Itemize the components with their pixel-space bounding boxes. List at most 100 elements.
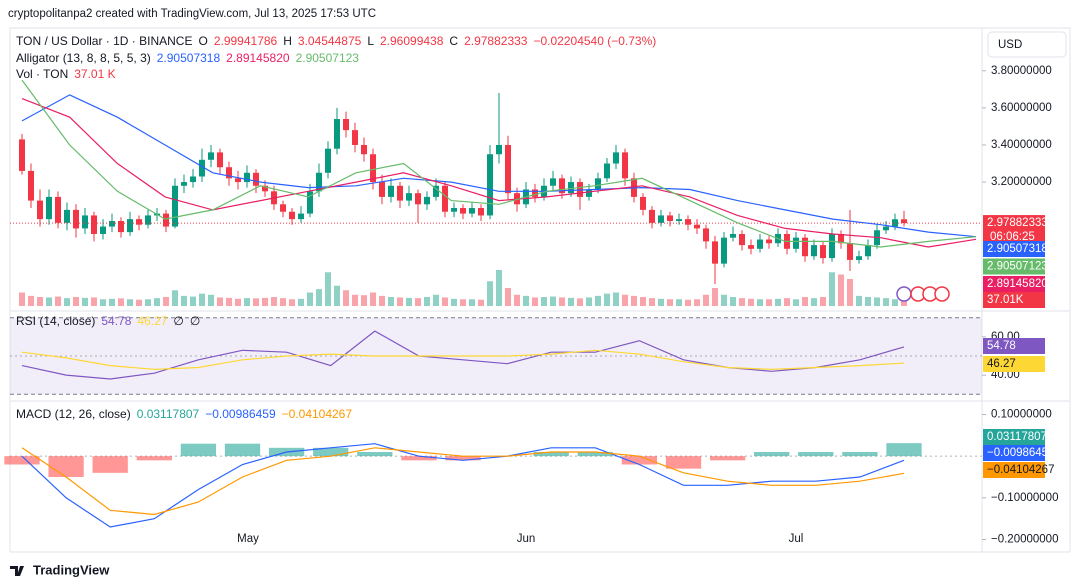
candle-body [298,213,304,220]
volume-bar [136,299,142,306]
legend-text: MACD (12, 26, close) [16,407,131,421]
candle-body [136,219,142,225]
currency-button[interactable] [987,31,1067,58]
volume-bar [190,296,196,306]
candle-body [748,245,754,249]
volume-bar [892,299,898,306]
volume-bar [325,272,331,306]
volume-bar [379,295,385,306]
candle-body [802,237,808,257]
volume-bar [757,299,763,306]
candle-body [622,152,628,179]
candle-body [694,224,700,229]
volume-bar [253,298,259,306]
volume-bar [703,294,709,306]
candle-body [190,176,196,183]
histogram-bar [842,452,878,457]
volume-bar [343,290,349,306]
alligator-badge: 2.89145820 [987,278,1048,290]
volume-bar [397,297,403,306]
volume-bar [478,299,484,306]
candle-body [658,215,664,223]
candle-body [532,189,538,197]
histogram-bar [180,443,217,457]
candle-body [730,233,736,238]
legend-text: 2.90507318 [157,51,221,65]
legend-text: −0.02204540 (−0.73%) [533,34,656,48]
alligator-badge-bg [983,258,1045,275]
volume-bar [739,298,745,306]
volume-bar [352,294,358,306]
legend-text: 2.96099438 [380,34,444,48]
alligator-badge-bg [983,276,1045,292]
y-tick-label: 3.40000000 [991,139,1052,151]
macd-badge: −0.00986459 [987,447,1054,459]
rsi-ma-badge-bg [983,356,1045,372]
candle-body [163,213,169,227]
rsi-badge-bg [983,338,1045,354]
candle-body [568,182,574,194]
volume-bar [298,298,304,306]
candle-body [739,233,745,246]
volume-bar [172,290,178,306]
histogram-badge-bg [983,429,1045,445]
volume-bar [694,299,700,306]
volume-bar [613,292,619,306]
candle-body [451,208,457,212]
volume-bar [280,298,286,306]
candle-body [37,200,43,220]
legend-text: TON / US Dollar · 1D · BINANCE [16,34,192,48]
histogram-bar [136,456,172,461]
candle-body [82,215,88,229]
header: cryptopolitanpa2 created with TradingVie… [8,8,376,20]
histogram-bar [533,452,569,457]
currency[interactable]: USD [998,39,1022,51]
volume-bar [118,298,124,306]
volume-bar [541,297,547,306]
legend-text: 54.78 [101,314,131,328]
candle-body [208,152,214,160]
histogram-bar [709,456,746,461]
histogram-bar [665,456,702,469]
candle-body [469,208,475,214]
alligator-line [21,79,977,248]
legend-text: 2.89145820 [226,51,290,65]
candle-body [55,196,61,223]
volume-bar [712,288,718,306]
volume-badge: 37.01K [987,294,1024,306]
volume-badge-bg [983,292,1045,308]
y-tick-label: −0.20000000 [991,534,1058,546]
candle-body [181,182,187,186]
legend-text: −0.00986459 [205,407,276,421]
macd-line [21,447,905,516]
candle-body [586,189,592,197]
volume-bar [316,289,322,306]
legend-text: −0.04104267 [282,407,353,421]
candle-body [253,172,259,186]
countdown: 06:06:25 [990,231,1035,243]
volume-bar [244,298,250,306]
volume-bar [568,297,574,306]
x-tick-label: Jun [517,533,536,545]
rsi-line [21,349,905,371]
candle-body [244,172,250,183]
candle-body [145,215,151,225]
volume-bar [64,298,70,306]
candle-body [793,237,799,249]
volume-bar [721,294,727,306]
candle-body [676,219,682,221]
volume-bar [829,272,835,306]
candle-body [73,209,79,229]
legend-text: 2.90507123 [296,51,360,65]
candle-body [46,196,52,220]
volume-bar [91,297,97,306]
volume-bar [370,292,376,306]
candle-body [397,185,403,201]
volume-bar [874,297,880,306]
candle-body [496,144,502,155]
event-flag [896,286,912,302]
alligator-badge: 2.90507123 [987,261,1048,273]
volume-bar [505,288,511,306]
candle-body [28,170,34,201]
